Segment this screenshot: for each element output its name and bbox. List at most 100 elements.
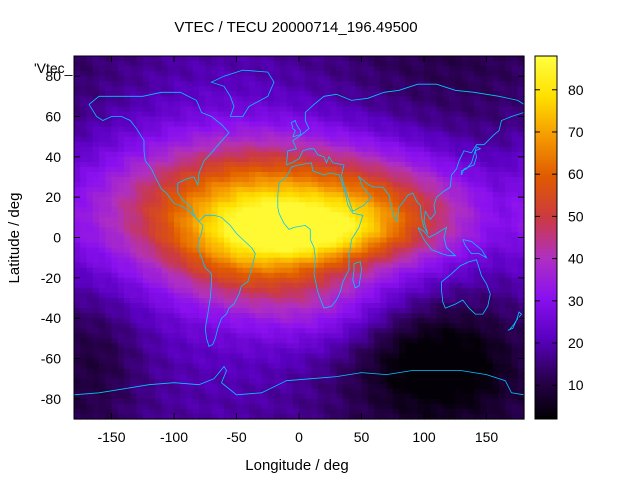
heatmap-cell <box>355 197 363 203</box>
heatmap-cell <box>236 368 244 375</box>
heatmap-cell <box>424 388 431 395</box>
heatmap-cell <box>299 383 306 390</box>
heatmap-cell <box>386 287 394 294</box>
heatmap-cell <box>286 257 294 264</box>
heatmap-cell <box>317 303 325 309</box>
heatmap-cell <box>405 363 413 370</box>
heatmap-cell <box>286 287 294 294</box>
heatmap-cell <box>517 378 525 385</box>
heatmap-cell <box>467 146 475 153</box>
heatmap-cell <box>399 177 406 183</box>
heatmap-cell <box>174 81 181 87</box>
heatmap-cell <box>117 292 125 299</box>
heatmap-cell <box>405 308 413 314</box>
heatmap-cell <box>174 388 181 395</box>
heatmap-cell <box>242 242 250 249</box>
heatmap-cell <box>386 222 394 229</box>
heatmap-cell <box>280 61 288 67</box>
heatmap-cell <box>286 141 294 148</box>
heatmap-cell <box>411 308 419 314</box>
heatmap-cell <box>461 161 469 168</box>
heatmap-cell <box>80 388 88 395</box>
heatmap-cell <box>117 101 125 108</box>
heatmap-cell <box>161 393 169 400</box>
heatmap-cell <box>424 267 431 274</box>
heatmap-cell <box>205 131 213 138</box>
heatmap-cell <box>292 232 300 239</box>
heatmap-cell <box>480 136 488 143</box>
heatmap-cell <box>511 333 519 339</box>
heatmap-cell <box>392 86 400 92</box>
heatmap-cell <box>417 328 425 334</box>
heatmap-cell <box>124 171 131 178</box>
heatmap-cell <box>342 71 350 77</box>
heatmap-cell <box>80 121 88 128</box>
heatmap-cell <box>236 242 244 249</box>
heatmap-cell <box>449 161 456 168</box>
heatmap-cell <box>217 166 225 173</box>
heatmap-cell <box>442 96 450 102</box>
heatmap-cell <box>436 272 444 279</box>
heatmap-cell <box>417 247 425 254</box>
heatmap-cell <box>124 86 131 92</box>
heatmap-cell <box>274 177 281 183</box>
heatmap-cell <box>430 136 438 143</box>
heatmap-cell <box>261 141 269 148</box>
heatmap-cell <box>80 277 88 284</box>
heatmap-cell <box>117 136 125 143</box>
heatmap-cell <box>442 56 450 62</box>
heatmap-cell <box>367 197 375 203</box>
heatmap-cell <box>467 217 475 223</box>
heatmap-cell <box>211 328 219 334</box>
heatmap-cell <box>324 378 331 385</box>
heatmap-cell <box>505 232 513 239</box>
heatmap-cell <box>505 192 513 198</box>
heatmap-cell <box>136 171 144 178</box>
heatmap-cell <box>392 56 400 62</box>
heatmap-cell <box>80 91 88 97</box>
heatmap-cell <box>361 252 369 259</box>
heatmap-cell <box>249 222 256 229</box>
heatmap-cell <box>130 141 138 148</box>
heatmap-cell <box>142 197 150 203</box>
heatmap-cell <box>149 282 156 289</box>
heatmap-cell <box>336 96 344 102</box>
heatmap-cell <box>436 318 444 324</box>
heatmap-cell <box>230 323 238 329</box>
heatmap-cell <box>461 393 469 400</box>
heatmap-cell <box>405 166 413 173</box>
heatmap-cell <box>342 383 350 390</box>
heatmap-cell <box>217 187 225 193</box>
heatmap-cell <box>442 141 450 148</box>
heatmap-cell <box>217 202 225 208</box>
heatmap-cell <box>305 182 313 188</box>
heatmap-cell <box>399 121 406 128</box>
heatmap-cell <box>361 348 369 355</box>
heatmap-cell <box>399 227 406 234</box>
heatmap-cell <box>336 262 344 269</box>
heatmap-cell <box>424 237 431 244</box>
heatmap-cell <box>211 96 219 102</box>
heatmap-cell <box>455 237 463 244</box>
heatmap-cell <box>74 282 81 289</box>
heatmap-cell <box>286 313 294 319</box>
heatmap-cell <box>167 388 175 395</box>
heatmap-cell <box>224 126 231 133</box>
heatmap-cell <box>505 101 513 108</box>
heatmap-cell <box>167 373 175 380</box>
heatmap-cell <box>186 388 194 395</box>
heatmap-cell <box>311 318 319 324</box>
heatmap-cell <box>255 298 263 304</box>
heatmap-cell <box>461 383 469 390</box>
heatmap-cell <box>74 106 81 113</box>
heatmap-cell <box>430 151 438 158</box>
heatmap-cell <box>467 287 475 294</box>
heatmap-cell <box>442 161 450 168</box>
heatmap-cell <box>511 161 519 168</box>
heatmap-cell <box>217 358 225 365</box>
heatmap-cell <box>342 247 350 254</box>
heatmap-cell <box>142 232 150 239</box>
heatmap-cell <box>142 212 150 218</box>
heatmap-cell <box>86 151 94 158</box>
heatmap-cell <box>286 398 294 405</box>
